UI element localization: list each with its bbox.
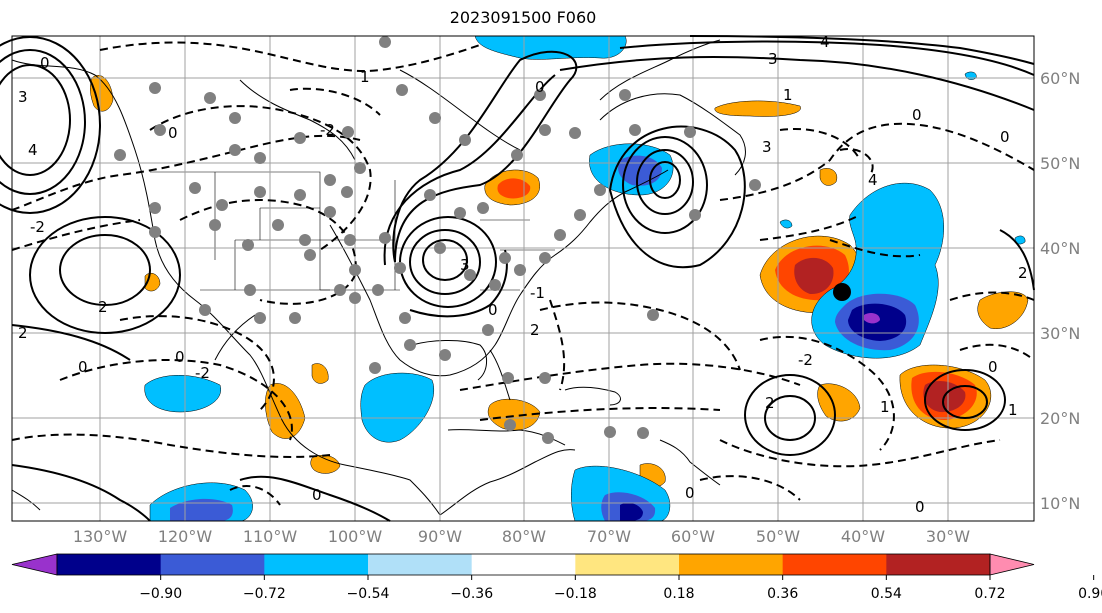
colorbar-tick-label: −0.90 — [139, 586, 182, 602]
colorbar-extend-max — [989, 553, 1035, 576]
contour-label: 1 — [880, 398, 890, 416]
contour-label: 4 — [820, 33, 830, 51]
lat-label: 60°N — [1040, 69, 1080, 88]
colorbar-extend-min — [11, 553, 58, 576]
colorbar-tick-label: −0.36 — [450, 586, 493, 602]
contour-label: 0 — [40, 54, 50, 72]
warm-area — [819, 168, 838, 186]
contour-label: -2 — [320, 121, 335, 139]
contour-label: 0 — [685, 484, 695, 502]
lon-label: 60°W — [671, 527, 715, 546]
contour-label: -2 — [798, 351, 813, 369]
lon-label: 70°W — [587, 527, 631, 546]
map-title: 2023091500 F060 — [449, 8, 597, 27]
latitude-labels: 60°N 50°N 40°N 30°N 20°N 10°N — [1040, 69, 1080, 513]
colorbar-tick-label: −0.54 — [347, 586, 390, 602]
contour-label: 0 — [78, 358, 88, 376]
contour-label: 3 — [18, 88, 28, 106]
contour-label: 2 — [765, 394, 775, 412]
lon-label: 100°W — [328, 527, 383, 546]
contour-label: 0 — [312, 486, 322, 504]
cool-area — [779, 219, 793, 229]
contour-label: 2 — [530, 321, 540, 339]
lon-label: 110°W — [243, 527, 298, 546]
contour-label: 3 — [762, 138, 772, 156]
warm-area — [497, 178, 531, 199]
colorbar-tick-label: 0.36 — [767, 586, 798, 602]
contour-label: 4 — [28, 141, 38, 159]
colorbar-tick-label: −0.18 — [554, 586, 597, 602]
coastlines — [11, 39, 746, 516]
colorbar-tick-label: −0.72 — [243, 586, 286, 602]
colorbar-segment — [886, 554, 991, 575]
lon-label: 90°W — [418, 527, 462, 546]
warm-area — [714, 100, 801, 117]
contour-label: 4 — [868, 171, 878, 189]
colorbar: −0.90 −0.72 −0.54 −0.36 −0.18 0.18 0.36 0.54 0.7… — [11, 553, 1102, 602]
cool-area — [360, 372, 434, 443]
lat-label: 40°N — [1040, 239, 1080, 258]
contour-label: 2 — [98, 298, 108, 316]
cool-area — [620, 502, 643, 521]
contour-label: -2 — [195, 364, 210, 382]
contour-label: 1 — [360, 68, 370, 86]
lon-label: 120°W — [158, 527, 213, 546]
contour-label: 2 — [1018, 264, 1028, 282]
contour-label: 3 — [460, 256, 470, 274]
contour-label: 0 — [912, 106, 922, 124]
longitude-labels: 130°W 120°W 110°W 100°W 90°W 80°W 70°W 6… — [73, 527, 970, 546]
colorbar-segment — [160, 554, 265, 575]
observation-markers — [114, 36, 761, 444]
contour-label: 1 — [1008, 401, 1018, 419]
lat-label: 10°N — [1040, 494, 1080, 513]
contour-label: 0 — [175, 348, 185, 366]
contour-label: 1 — [783, 86, 793, 104]
lon-label: 130°W — [73, 527, 128, 546]
lon-label: 50°W — [756, 527, 800, 546]
colorbar-tick-label: 0.18 — [663, 586, 694, 602]
colorbar-segment — [264, 554, 369, 575]
colorbar-segment — [782, 554, 887, 575]
colorbar-segment — [575, 554, 680, 575]
contour-label: 0 — [988, 358, 998, 376]
contour-label: 3 — [768, 50, 778, 68]
cool-area — [474, 35, 627, 60]
colorbar-tick-label: 0.90 — [1078, 586, 1102, 602]
lon-label: 80°W — [502, 527, 546, 546]
contour-label: 0 — [1000, 128, 1010, 146]
lat-label: 50°N — [1040, 154, 1080, 173]
lon-label: 40°W — [841, 527, 885, 546]
contour-label: 2 — [18, 324, 28, 342]
lon-label: 30°W — [926, 527, 970, 546]
contour-label: 0 — [168, 124, 178, 142]
solid-contours — [0, 35, 1035, 522]
lat-label: 30°N — [1040, 324, 1080, 343]
contour-label: -2 — [30, 218, 45, 236]
colorbar-segment — [471, 554, 576, 575]
colorbar-outline — [56, 553, 991, 576]
map-frame — [11, 35, 1035, 522]
contour-labels: 0 3 4 -2 2 2 0 0 -2 -2 0 1 0 3 4 1 3 4 0… — [18, 33, 1028, 516]
contour-label: -1 — [530, 284, 545, 302]
colorbar-segment — [368, 554, 473, 575]
colorbar-segment — [679, 554, 784, 575]
warm-area — [794, 257, 834, 295]
colorbar-tick-label: 0.54 — [871, 586, 902, 602]
contour-label: 0 — [488, 301, 498, 319]
cool-area — [864, 312, 880, 324]
warm-area — [977, 291, 1029, 330]
cool-area — [170, 498, 233, 521]
cool-area — [144, 375, 222, 413]
colorbar-tick-label: 0.72 — [974, 586, 1005, 602]
lat-label: 20°N — [1040, 409, 1080, 428]
graticule — [12, 36, 1034, 521]
colorbar-segment — [57, 554, 162, 575]
warm-area — [311, 363, 329, 384]
contour-label: 0 — [915, 498, 925, 516]
storm-center-marker — [833, 283, 851, 301]
contour-label: 0 — [535, 78, 545, 96]
